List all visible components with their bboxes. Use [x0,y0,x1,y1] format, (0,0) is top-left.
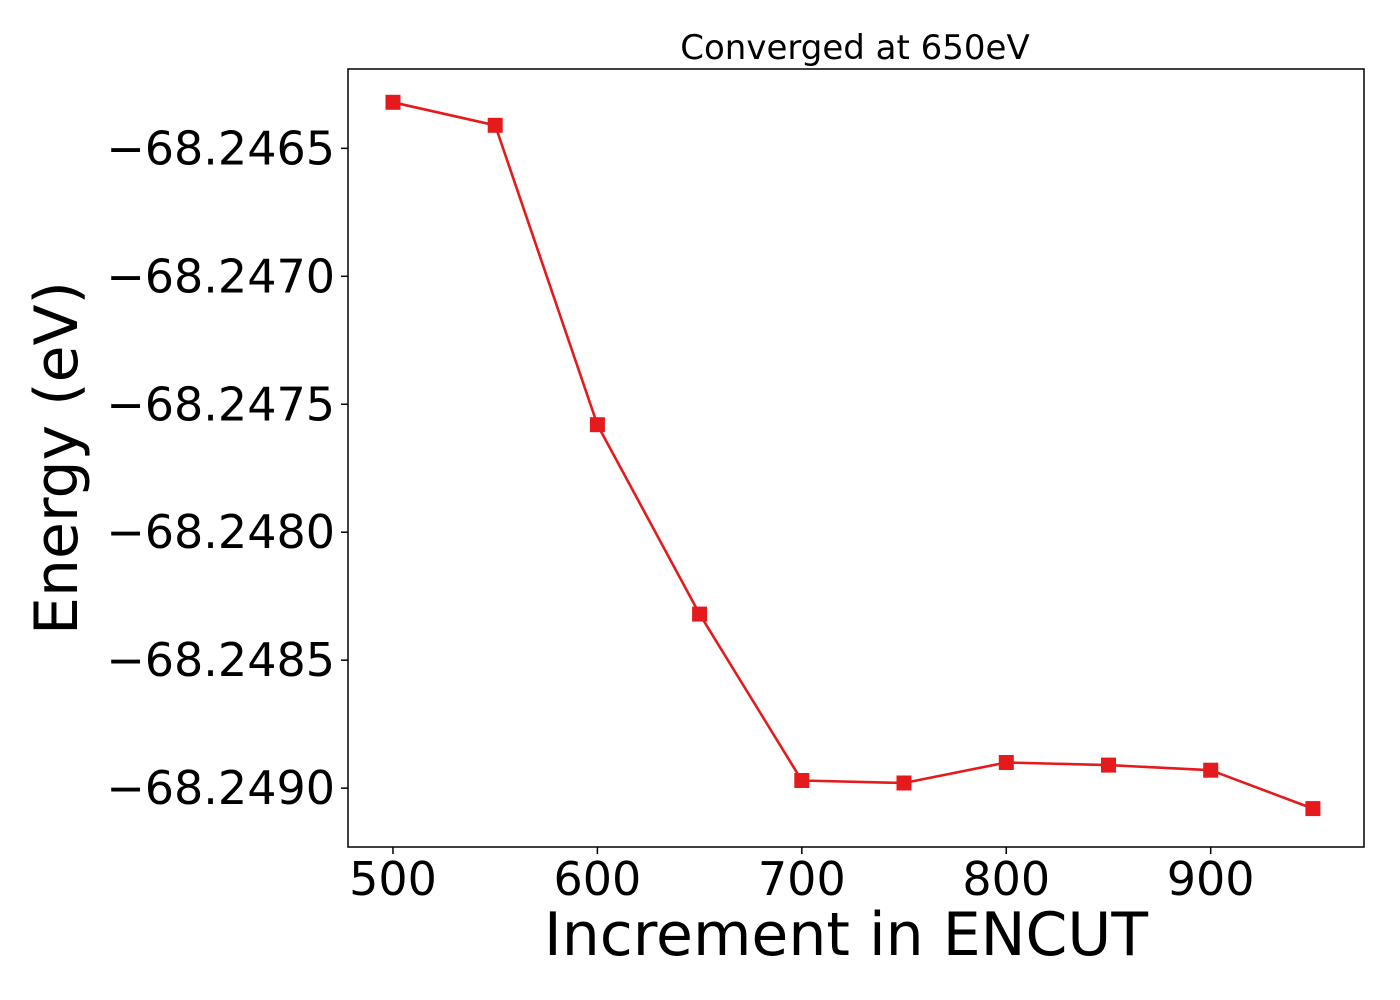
data-point-marker [896,775,912,791]
data-point-marker [1305,801,1321,817]
data-point-marker [692,606,708,622]
x-tick-label: 800 [962,852,1050,906]
y-tick-label: −68.2475 [106,377,335,431]
x-tick-label: 500 [349,852,437,906]
data-point-marker [385,94,401,110]
series-layer [385,94,1321,817]
x-tick-label: 900 [1167,852,1255,906]
data-point-marker [589,417,605,433]
data-point-marker [1101,757,1116,773]
y-axis-ticks: −68.2465 −68.2470 −68.2475 −68.2480 −68.2485… [106,121,348,815]
y-tick-label: −68.2480 [106,505,335,559]
x-tick-label: 700 [758,852,846,906]
data-point-marker [794,773,810,788]
series-line [392,101,1314,810]
x-tick-label: 600 [553,852,641,906]
chart-title: Converged at 650eV [680,28,1029,68]
y-tick-label: −68.2470 [106,249,335,303]
data-point-marker [998,755,1014,770]
plot-area-frame [347,68,1365,848]
y-tick-label: −68.2465 [106,121,335,175]
data-point-marker [1203,762,1219,778]
y-tick-label: −68.2485 [106,633,335,687]
y-tick-label: −68.2490 [106,761,335,815]
y-axis-title: Energy (eV) [22,281,92,635]
x-axis-ticks: 500 600 700 800 900 [349,847,1255,906]
data-point-marker [487,117,503,133]
x-axis-title: Increment in ENCUT [544,900,1148,970]
